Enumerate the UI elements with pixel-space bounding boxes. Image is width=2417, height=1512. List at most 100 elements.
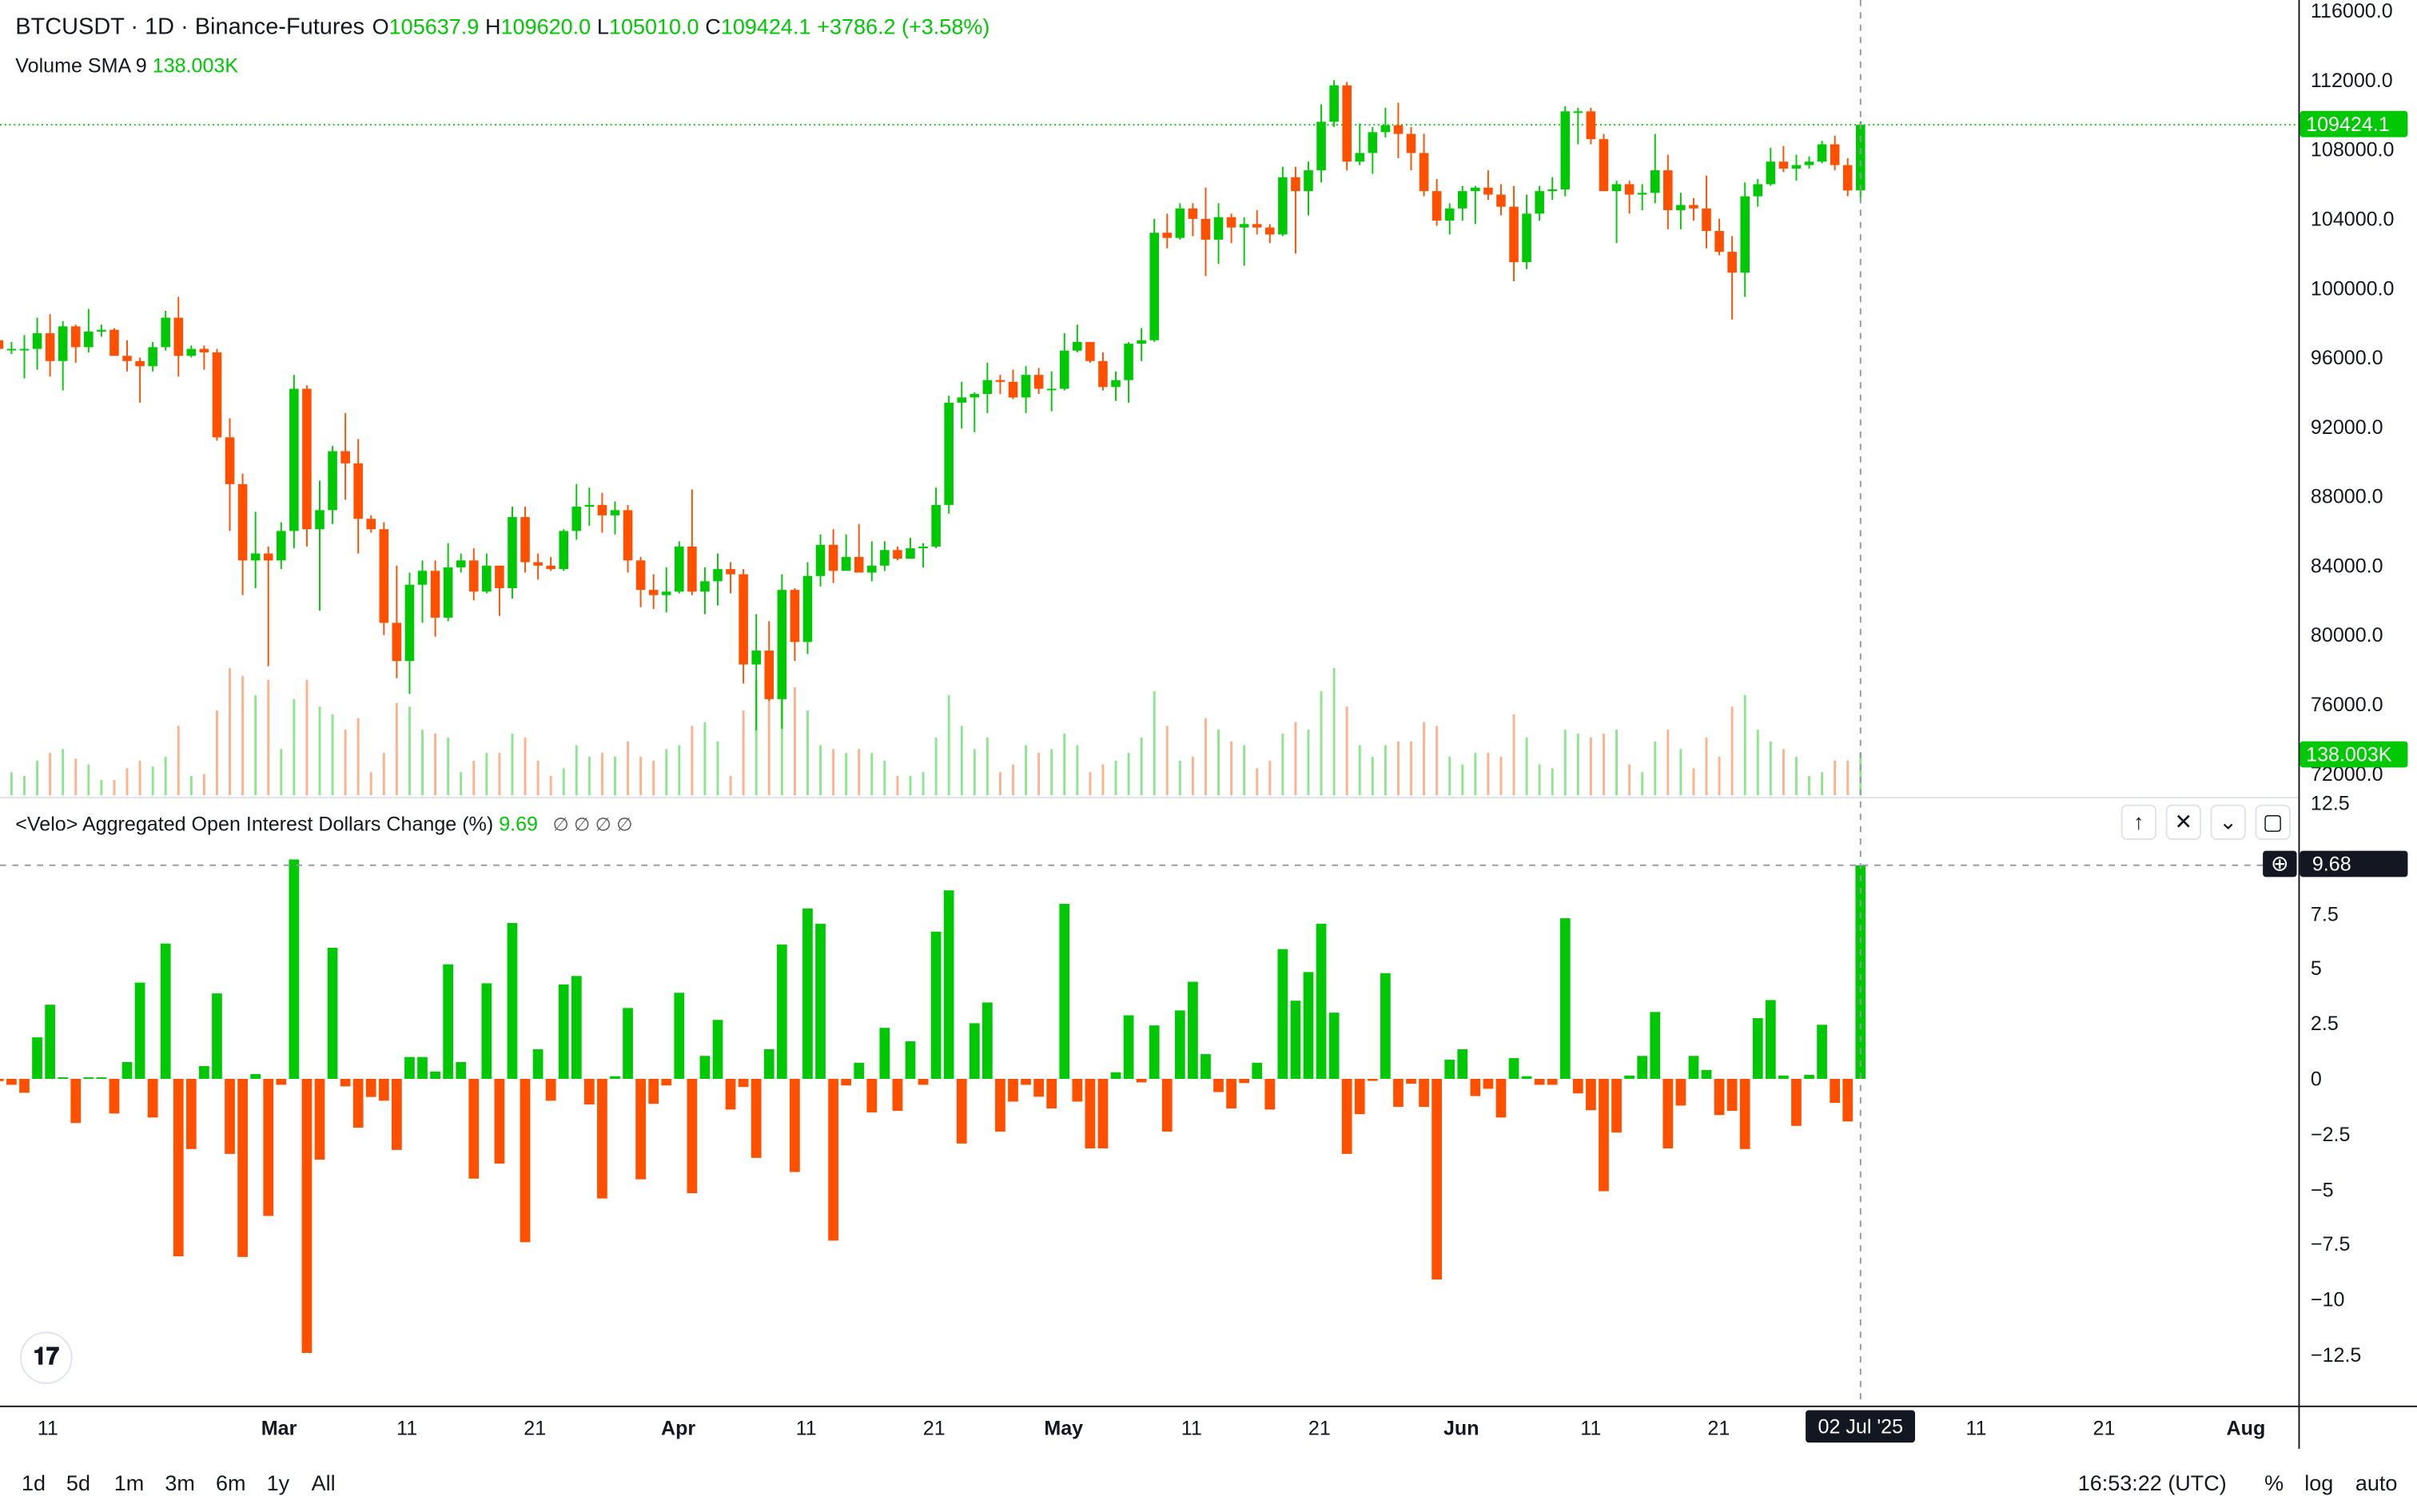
oi-bar — [763, 1048, 774, 1079]
volume-bar — [1654, 741, 1657, 796]
candle-body — [404, 584, 415, 662]
volume-bar — [1641, 772, 1644, 796]
volume-legend[interactable]: Volume SMA 9 138.003K — [15, 54, 238, 77]
oi-bar — [1637, 1056, 1648, 1079]
oi-bar — [712, 1020, 723, 1079]
candle-body — [1804, 161, 1814, 165]
oi-bar — [404, 1056, 415, 1079]
volume-bar — [1037, 753, 1041, 796]
candle-body — [250, 553, 261, 561]
candle-body — [1509, 206, 1519, 263]
move-pane-up-button[interactable]: ↑ — [2120, 804, 2157, 841]
volume-bar — [870, 753, 874, 796]
oi-bar — [263, 1078, 274, 1216]
time-axis[interactable]: 11 Mar 11 21 Apr 11 21 May 11 21 Jun 11 21 11 21 Aug 02 … — [0, 1405, 2417, 1450]
volume-bar — [883, 760, 886, 796]
candle-body — [1676, 205, 1686, 211]
add-alert-button[interactable]: ⊕ — [2263, 850, 2297, 877]
candle-body — [739, 574, 748, 665]
oi-tick-label: 7.5 — [2310, 901, 2339, 925]
candle-body — [1046, 388, 1057, 391]
candle-body — [1637, 193, 1647, 195]
candle-body — [982, 380, 993, 394]
clock[interactable]: 16:53:22 (UTC) — [2077, 1470, 2227, 1495]
oi-bar — [378, 1078, 389, 1101]
volume-bar — [511, 733, 514, 796]
oi-bar — [327, 947, 338, 1079]
range-button-1d[interactable]: 1d — [21, 1470, 46, 1495]
oi-tick-label: −12.5 — [2310, 1343, 2362, 1367]
volume-bar — [1230, 741, 1233, 796]
percent-toggle[interactable]: % — [2264, 1470, 2284, 1495]
oi-bar — [19, 1078, 30, 1093]
volume-bar — [485, 753, 488, 796]
candle-body — [726, 569, 735, 575]
oi-bar — [1572, 1078, 1583, 1094]
oi-bar — [995, 1078, 1005, 1132]
oi-bar — [918, 1078, 929, 1085]
candle-body — [58, 326, 68, 361]
range-button-3m[interactable]: 3m — [165, 1470, 195, 1495]
time-tick-label: 21 — [1308, 1416, 1331, 1440]
price-tick-label: 96000.0 — [2310, 345, 2383, 369]
oi-bar — [185, 1078, 197, 1149]
candle-body — [1714, 231, 1724, 253]
auto-toggle[interactable]: auto — [2355, 1470, 2398, 1495]
candle-body — [1355, 153, 1365, 162]
candle-body — [1073, 341, 1082, 351]
time-tick-label: Mar — [261, 1416, 297, 1440]
candle-body — [19, 348, 30, 351]
candle-body — [482, 565, 492, 592]
volume-bar — [845, 753, 848, 796]
pane-divider[interactable] — [0, 797, 2299, 798]
delete-pane-button[interactable]: ✕ — [2165, 804, 2201, 841]
tradingview-logo[interactable]: 𝟏𝟕 — [20, 1331, 73, 1384]
volume-bar — [1268, 760, 1272, 796]
range-button-1m[interactable]: 1m — [113, 1470, 145, 1495]
crosshair-date-label: 02 Jul '25 — [1806, 1410, 1916, 1443]
candle-body — [520, 517, 530, 563]
candle-body — [1547, 189, 1558, 192]
volume-bar — [1782, 749, 1785, 796]
volume-bar — [267, 679, 270, 796]
maximize-pane-button[interactable]: ▢ — [2255, 804, 2291, 841]
price-tick-label: 112000.0 — [2310, 68, 2393, 92]
symbol-title[interactable]: BTCUSDT · 1D · Binance-Futures — [15, 14, 365, 41]
price-axis-border — [2298, 0, 2300, 1449]
oi-bar — [1239, 1078, 1250, 1084]
volume-bar — [652, 760, 655, 796]
range-button-5d[interactable]: 5d — [66, 1470, 90, 1495]
candle-body — [1304, 170, 1313, 192]
time-tick-label: 21 — [524, 1416, 547, 1440]
volume-bar — [164, 756, 167, 796]
candle-body — [1278, 177, 1288, 235]
oi-bar — [1714, 1078, 1725, 1116]
candle-body — [1535, 191, 1544, 214]
oi-bar — [751, 1078, 762, 1158]
oi-bar — [1559, 917, 1571, 1079]
volume-bar — [627, 741, 629, 796]
range-button-6m[interactable]: 6m — [215, 1470, 246, 1495]
time-tick-label: Aug — [2226, 1416, 2266, 1440]
collapse-pane-button[interactable]: ⌄ — [2210, 804, 2246, 841]
volume-bar — [858, 749, 861, 796]
log-toggle[interactable]: log — [2304, 1470, 2334, 1495]
candle-body — [1406, 133, 1416, 153]
time-tick-label: 11 — [1181, 1416, 1202, 1440]
volume-bar — [472, 760, 476, 796]
oi-bar — [1097, 1078, 1109, 1148]
oi-bar — [250, 1073, 261, 1079]
indicator-legend[interactable]: <Velo> Aggregated Open Interest Dollars … — [15, 812, 632, 835]
oi-bar — [1791, 1078, 1802, 1126]
oi-bar — [969, 1023, 980, 1079]
candle-body — [661, 591, 671, 595]
volume-bar — [113, 779, 116, 796]
high-value: 109620.0 — [500, 14, 591, 39]
oi-bar — [147, 1078, 158, 1118]
range-button-1y[interactable]: 1y — [266, 1470, 290, 1495]
range-button-all[interactable]: All — [311, 1470, 336, 1495]
oi-bar — [1406, 1078, 1416, 1084]
oi-bar — [802, 908, 813, 1079]
candle-body — [1342, 85, 1352, 162]
